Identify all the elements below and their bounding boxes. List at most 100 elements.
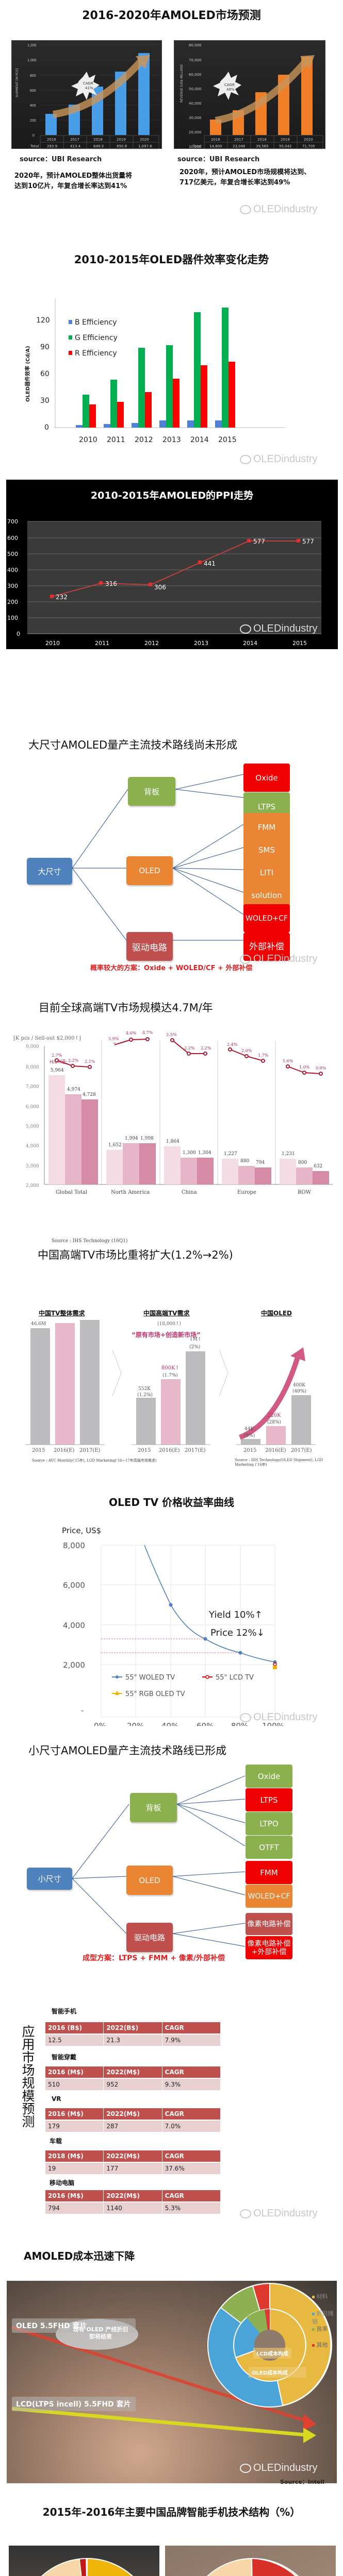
header-cell: CAGR: [162, 2108, 221, 2120]
svg-text:(28%): (28%): [267, 1419, 281, 1425]
leaf-oxide-small: Oxide: [246, 1765, 292, 1788]
svg-text:46.6M: 46.6M: [31, 1321, 46, 1327]
section-title-small-size: 小尺寸AMOLED量产主流技术路线已形成: [28, 1744, 227, 1757]
legend-depreciation: 折旧摊销: [312, 2309, 337, 2326]
table-header-row: 2016 (B$) 2022(B$) CAGR: [45, 2022, 221, 2033]
watermark: OLEDindustry: [240, 453, 318, 465]
section-title-highend-tv: 目前全球高端TV市场规模达4.7M/年: [39, 1002, 213, 1014]
revenue-desc: 2020年，预计AMOLED市场规模将达到、 717亿美元，年复合增长率达到49…: [179, 167, 311, 188]
svg-text:55" LCD TV: 55" LCD TV: [216, 1674, 254, 1682]
svg-text:1,200: 1,200: [27, 44, 37, 47]
header-cell: 2016 (M$): [45, 2108, 104, 2120]
watermark-text: OLEDindustry: [253, 453, 318, 465]
china-tv-group1-title: 中国TV整体需求: [39, 1310, 85, 1317]
table-mobile-pc: 移动电脑 2016 (M$) 2022(M$) CAGR 794 1140 5.3%: [45, 2178, 221, 2214]
svg-text:100: 100: [7, 615, 18, 621]
cell: 1140: [104, 2202, 162, 2214]
svg-text:71,705: 71,705: [302, 144, 315, 148]
svg-text:Price 12%↓: Price 12%↓: [210, 1628, 265, 1638]
table-wearable: 智能穿戴 2016 (M$) 2022(M$) CAGR 510 952 9.3%: [45, 2053, 221, 2090]
svg-text:4,728: 4,728: [83, 1092, 96, 1097]
svg-text:70,000: 70,000: [189, 58, 202, 62]
svg-text:880: 880: [240, 1159, 249, 1164]
svg-text:80,000: 80,000: [189, 43, 202, 47]
svg-text:8,000: 8,000: [63, 1541, 85, 1550]
huawei-donut: [41, 2557, 134, 2576]
svg-text:2012: 2012: [144, 640, 159, 647]
table-header-row: 2016 (M$) 2022(M$) CAGR: [45, 2190, 221, 2201]
svg-text:20,000: 20,000: [189, 130, 202, 134]
legend-other: 其他: [312, 2341, 328, 2349]
table-label: 移动电脑: [50, 2179, 75, 2187]
revenue-bar-chart: 80,000 70,000 60,000 50,000 40,000 30,000 20,0…: [180, 43, 323, 149]
shipment-desc: 2020年，预计AMOLED整体出货量将 达到10亿片，年复合增长率达到41%: [14, 171, 132, 192]
table-row: 794 1140 5.3%: [45, 2202, 221, 2214]
section-title-amoled-forecast: 2016-2020年AMOLED市场预测: [82, 9, 261, 22]
svg-text:300: 300: [7, 583, 18, 589]
svg-text:4,000: 4,000: [26, 1144, 39, 1149]
table-label: 车载: [50, 2138, 62, 2145]
table-automotive: 车载 2018 (M$) 2022(M$) CAGR 19 177 37.6%: [45, 2137, 221, 2174]
svg-text:1M↑: 1M↑: [190, 1337, 201, 1342]
cell: 12.5: [45, 2035, 104, 2046]
svg-text:2014: 2014: [243, 640, 257, 647]
svg-text:2016(E): 2016(E): [159, 1448, 180, 1453]
leaf-ltpo-small: LTPO: [246, 1812, 292, 1835]
header-cell: CAGR: [162, 2022, 221, 2033]
svg-text:283.9: 283.9: [47, 144, 57, 148]
svg-text:23,046: 23,046: [233, 144, 246, 148]
app-market-side-title: 应用市场规模预测: [20, 2025, 35, 2128]
wechat-icon: [240, 1713, 251, 1722]
legend-label: 折旧摊销: [312, 2310, 334, 2325]
watermark-text: OLEDindustry: [253, 204, 318, 215]
svg-text:2.2%: 2.2%: [184, 1046, 195, 1050]
legend-label: 材料: [316, 2293, 328, 2300]
wechat-icon: [240, 454, 251, 464]
svg-text:41%: 41%: [85, 86, 93, 90]
header-cell: 2022(B$): [104, 2022, 162, 2033]
oled-kit-label: OLED 5.5FHD 套片: [12, 2318, 136, 2333]
legend-swatch: [312, 2344, 315, 2347]
svg-text:1,231: 1,231: [282, 1151, 295, 1157]
svg-text:600: 600: [7, 535, 18, 541]
tree-node-driver: 驱动电路: [126, 932, 173, 961]
table-row: 19 177 37.6%: [45, 2163, 221, 2174]
svg-text:2020: 2020: [140, 138, 149, 142]
header-cell: CAGR: [162, 2066, 221, 2078]
svg-text:850.9: 850.9: [117, 144, 127, 148]
svg-text:2015: 2015: [218, 436, 237, 443]
watermark: OLEDindustry: [240, 953, 318, 965]
svg-text:-: -: [81, 1706, 84, 1715]
china-tv-group2-quote: “原有市场+创造新市场”: [132, 1331, 201, 1338]
leaf-fmm-small: FMM: [246, 1861, 292, 1884]
header-cell: 2022(M$): [104, 2108, 162, 2120]
svg-text:49%: 49%: [226, 88, 235, 92]
leaf-external-comp: 外部补偿: [243, 933, 290, 961]
svg-text:1,227: 1,227: [224, 1151, 237, 1157]
svg-text:40%: 40%: [161, 1721, 178, 1726]
cell: 21.3: [104, 2035, 162, 2046]
watermark-text: OLEDindustry: [253, 2208, 318, 2219]
section-title-large-size: 大尺寸AMOLED量产主流技术路线尚未形成: [28, 739, 238, 751]
svg-text:2016(E): 2016(E): [265, 1448, 286, 1453]
cell: 952: [104, 2079, 162, 2090]
svg-text:800: 800: [30, 74, 36, 78]
china-tv-source1: Source : AVC Monthly('15年), LGD Marketin…: [32, 1459, 157, 1463]
tree-node-oled: OLED: [126, 856, 173, 885]
tree-node-backplane-small: 背板: [130, 1793, 177, 1822]
section-title-efficiency: 2010-2015年OLED器件效率变化走势: [74, 253, 269, 266]
svg-text:(2%): (2%): [189, 1344, 200, 1350]
ppi-chart: 2010-2015年AMOLED的PPI走势 700 600 500 400 300 20…: [6, 480, 338, 649]
svg-text:90: 90: [40, 343, 50, 351]
legend-material: 材料: [312, 2292, 328, 2300]
highend-tv-source: Source : IHS Technology (16Q1): [52, 1239, 128, 1244]
revenue-desc-line1: 2020年，预计AMOLED市场规模将达到、: [179, 168, 311, 176]
svg-text:2.0%: 2.0%: [241, 1048, 252, 1053]
svg-text:R Efficiency: R Efficiency: [75, 349, 117, 358]
svg-text:ROW: ROW: [298, 1190, 312, 1195]
leaf-oxide: Oxide: [243, 764, 290, 792]
svg-text:577: 577: [302, 538, 314, 545]
tv-unit-label: [K pcs / Sell-out $2,000↑]: [13, 1036, 81, 1041]
svg-text:3,000: 3,000: [26, 1164, 39, 1169]
svg-text:7,000: 7,000: [26, 1084, 39, 1090]
